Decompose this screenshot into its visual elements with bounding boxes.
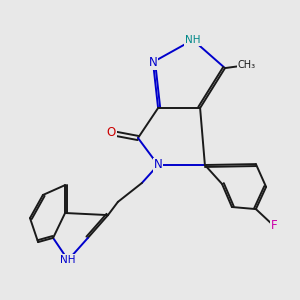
Text: N: N [154, 158, 163, 172]
Text: F: F [271, 219, 277, 232]
Text: NH: NH [60, 255, 76, 265]
Text: O: O [106, 126, 116, 140]
Text: CH₃: CH₃ [238, 60, 256, 70]
Text: NH: NH [185, 35, 201, 45]
Text: N: N [148, 56, 158, 69]
